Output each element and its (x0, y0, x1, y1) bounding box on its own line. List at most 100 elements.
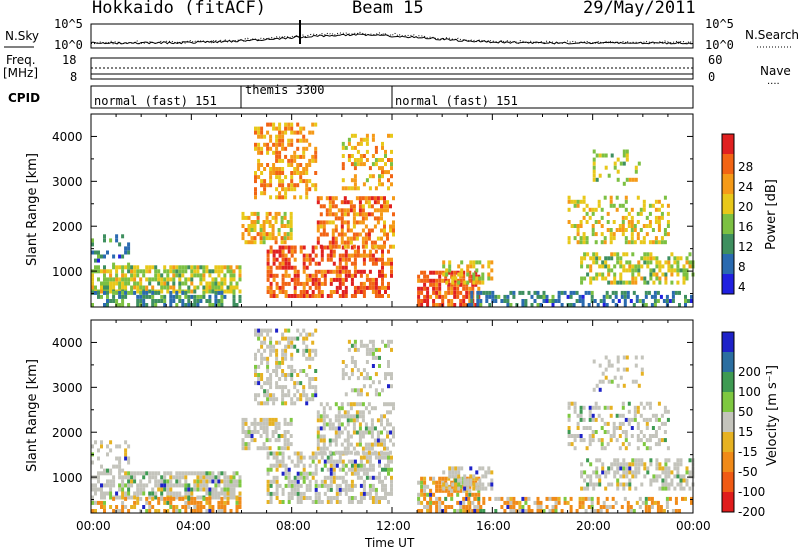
heatmap-cell (612, 232, 616, 237)
heatmap-cell (269, 269, 273, 274)
heatmap-cell (665, 299, 669, 303)
heatmap-cell (328, 450, 332, 455)
heatmap-cell (352, 446, 356, 451)
heatmap-cell (623, 496, 627, 501)
heatmap-cell (302, 455, 306, 460)
heatmap-cell (572, 290, 576, 295)
heatmap-cell (106, 471, 109, 476)
heatmap-cell (127, 246, 131, 251)
heatmap-cell (594, 405, 598, 410)
heatmap-cell (94, 265, 97, 270)
heatmap-cell (275, 360, 279, 365)
heatmap-cell (290, 491, 294, 496)
heatmap-cell (591, 434, 595, 438)
heatmap-cell (356, 388, 360, 393)
heatmap-cell (199, 277, 203, 282)
heatmap-cell (594, 207, 598, 212)
heatmap-cell (370, 240, 374, 245)
heatmap-cell (97, 258, 100, 263)
heatmap-cell (202, 475, 206, 480)
heatmap-cell (384, 483, 387, 488)
heatmap-cell (205, 471, 209, 476)
heatmap-cell (381, 467, 384, 472)
heatmap-cell (247, 228, 251, 232)
heatmap-cell (625, 280, 629, 285)
heatmap-cell (193, 496, 197, 501)
heatmap-cell (190, 487, 194, 492)
heatmap-cell (124, 456, 128, 461)
noise-right-tick-bottom: 10^0 (705, 38, 734, 52)
heatmap-cell (387, 451, 390, 456)
heatmap-cell (616, 458, 620, 463)
heatmap-cell (589, 256, 593, 261)
heatmap-cell (232, 491, 236, 496)
heatmap-cell (163, 303, 167, 307)
heatmap-cell (387, 170, 390, 175)
heatmap-cell (426, 299, 430, 303)
heatmap-cell (277, 421, 281, 426)
heatmap-cell (356, 245, 360, 250)
heatmap-cell (378, 496, 381, 500)
heatmap-cell (254, 171, 257, 175)
heatmap-cell (641, 500, 645, 505)
heatmap-cell (589, 268, 593, 273)
heatmap-cell (106, 269, 109, 274)
heatmap-cell (148, 491, 152, 496)
heatmap-cell (512, 496, 516, 501)
heatmap-cell (356, 347, 360, 352)
heatmap-cell (178, 491, 182, 496)
heatmap-cell (127, 479, 131, 484)
heatmap-cell (286, 236, 290, 241)
heatmap-cell (281, 179, 285, 184)
heatmap-cell (274, 215, 278, 220)
heatmap-cell (311, 257, 315, 262)
heatmap-cell (371, 355, 375, 360)
nsky-legend-line (4, 46, 34, 48)
heatmap-cell (223, 479, 227, 484)
heatmap-cell (344, 249, 348, 254)
heatmap-cell (275, 385, 279, 390)
heatmap-cell (628, 264, 632, 269)
heatmap-cell (630, 220, 634, 224)
heatmap-cell (358, 434, 362, 439)
heatmap-cell (266, 257, 270, 262)
heatmap-cell (284, 377, 288, 381)
heatmap-cell (97, 448, 100, 453)
heatmap-cell (614, 303, 618, 307)
heatmap-cell (429, 500, 433, 505)
heatmap-cell (660, 215, 664, 220)
heatmap-cell (287, 142, 291, 147)
heatmap-cell (145, 509, 149, 513)
heatmap-cell (603, 195, 607, 200)
heatmap-cell (359, 154, 363, 158)
heatmap-cell (660, 203, 664, 208)
heatmap-cell (290, 294, 294, 298)
heatmap-cell (338, 294, 342, 298)
heatmap-cell (570, 401, 574, 406)
heatmap-cell (263, 191, 267, 196)
heatmap-cell (214, 303, 218, 307)
heatmap-cell (172, 496, 176, 501)
heatmap-cell (358, 232, 362, 237)
heatmap-cell (536, 303, 540, 307)
heatmap-cell (386, 208, 389, 213)
heatmap-cell (284, 401, 288, 406)
heatmap-cell (609, 228, 613, 232)
heatmap-cell (229, 289, 233, 294)
heatmap-cell (688, 474, 692, 479)
heatmap-cell (625, 470, 629, 475)
heatmap-cell (432, 299, 436, 303)
heatmap-cell (196, 471, 200, 476)
heatmap-cell (302, 463, 306, 468)
heatmap-cell (299, 195, 303, 200)
heatmap-cell (614, 290, 618, 295)
heatmap-cell (341, 475, 345, 480)
heatmap-cell (272, 479, 276, 484)
heatmap-cell (284, 294, 288, 298)
heatmap-cell (193, 285, 197, 290)
vel-cbar-tick-m100: -100 (738, 485, 766, 499)
heatmap-cell (181, 303, 185, 307)
heatmap-cell (202, 265, 206, 270)
heatmap-cell (361, 236, 365, 241)
